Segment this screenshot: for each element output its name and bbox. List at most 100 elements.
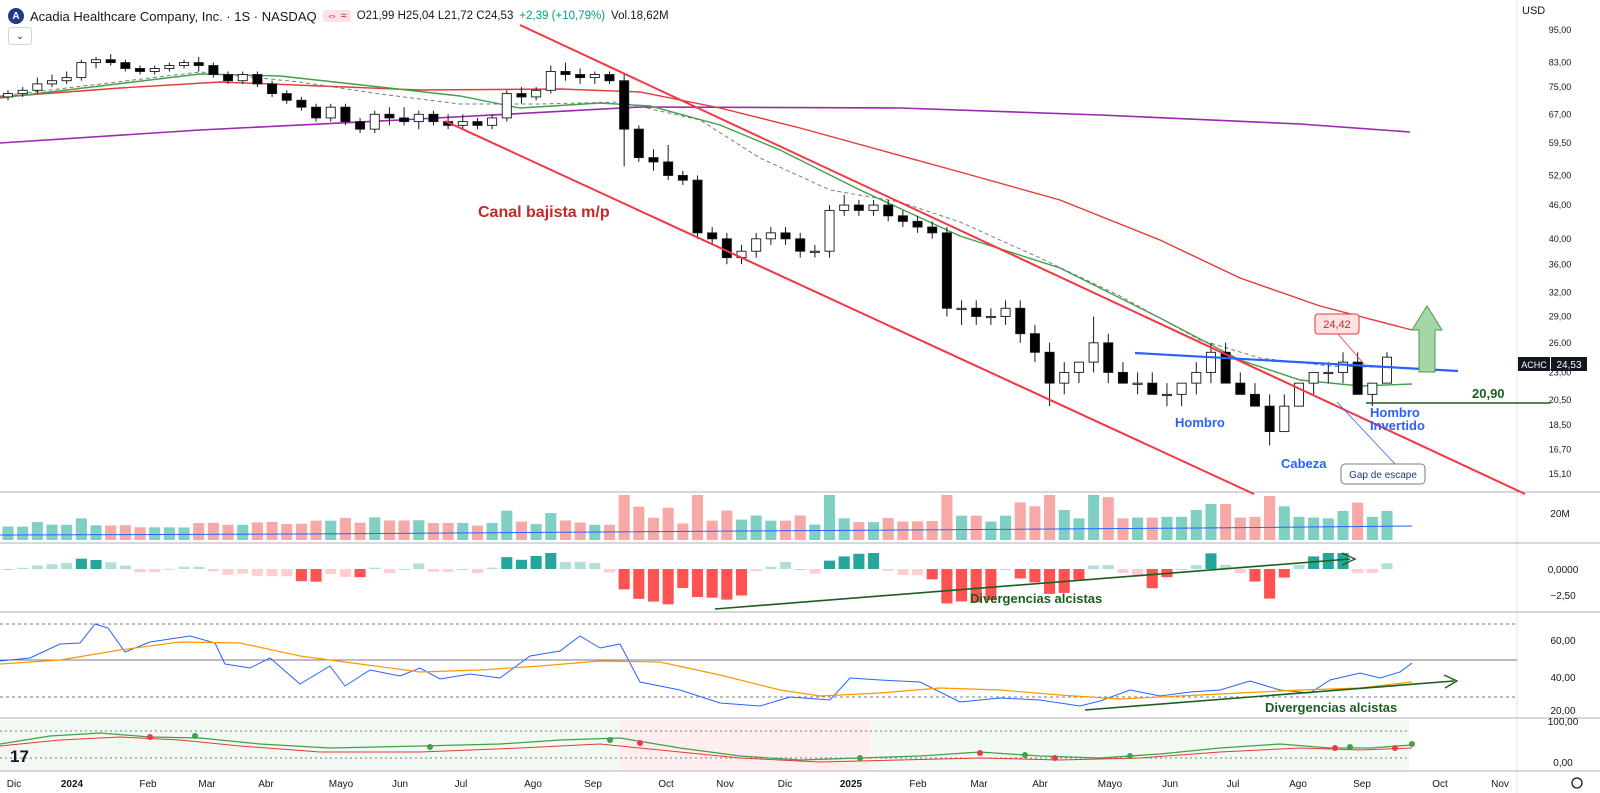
macd-bar <box>603 569 616 573</box>
candle <box>1161 393 1172 397</box>
macd-bar <box>501 557 513 569</box>
volume-bar <box>633 506 645 540</box>
macd-bar <box>1088 565 1100 569</box>
volume-bar <box>926 520 938 540</box>
candle <box>1176 382 1187 395</box>
macd-bar <box>941 569 953 604</box>
candle <box>17 89 28 95</box>
volume-bar <box>515 521 528 540</box>
candle <box>516 93 527 98</box>
macd-bar <box>823 560 836 569</box>
settings-icon[interactable] <box>1571 777 1583 789</box>
volume-bar <box>442 522 454 540</box>
gap-label: Gap de escape <box>1349 470 1417 481</box>
volume-bar <box>501 510 513 540</box>
osc-tick-0: 100,00 <box>1548 717 1579 728</box>
volume-bar <box>237 524 249 540</box>
candle <box>692 179 703 234</box>
macd-bar <box>691 569 704 598</box>
candle <box>369 113 380 130</box>
macd-bar <box>1234 569 1246 574</box>
price-change: +2,39 (+10,79%) <box>519 10 606 22</box>
time-label: Ago <box>1289 779 1307 790</box>
macd-bar <box>1278 569 1290 578</box>
candle <box>252 74 263 85</box>
time-label: Ago <box>524 779 542 790</box>
volume-tick: 20M <box>1550 509 1569 520</box>
symbol-title[interactable]: Acadia Healthcare Company, Inc. · 1S · N… <box>30 8 317 24</box>
macd-bar <box>471 569 483 574</box>
time-label: Oct <box>1432 779 1448 790</box>
candle <box>795 238 806 252</box>
channel-label: Canal bajista m/p <box>478 204 610 221</box>
volume-bar <box>912 521 924 540</box>
volume-bar <box>295 523 307 540</box>
candle <box>1235 382 1246 395</box>
macd-bar <box>398 569 410 570</box>
chevron-down-icon[interactable]: ⌄ <box>8 27 32 45</box>
macd-tick-1: −2,50 <box>1550 591 1576 602</box>
macd-bar <box>1264 569 1276 599</box>
volume-bar <box>222 524 234 540</box>
rsi-line <box>0 623 1413 707</box>
macd-bar <box>1014 569 1026 579</box>
macd-bar <box>1220 564 1232 569</box>
price-axis[interactable]: 95,00 83,00 75,00 67,00 59,50 52,00 46,00 40,00… <box>1549 25 1572 479</box>
volume-bar <box>750 515 762 540</box>
time-label: Oct <box>658 779 674 790</box>
macd-bar <box>956 569 968 602</box>
candle <box>721 238 732 259</box>
macd-bar <box>970 569 982 603</box>
macd-divergence-line <box>714 558 1351 610</box>
candle <box>1015 307 1026 335</box>
candle <box>985 316 996 319</box>
level-label: 20,90 <box>1472 386 1505 401</box>
macd-arrow-icon <box>1341 552 1357 566</box>
macd-bar <box>794 569 806 570</box>
macd-bar <box>1205 553 1217 569</box>
volume-bar <box>1366 516 1378 540</box>
macd-bar <box>1132 569 1144 577</box>
macd-bar <box>193 566 205 569</box>
price-tick-4: 59,50 <box>1549 138 1572 148</box>
candle <box>619 80 630 130</box>
volume-bar <box>193 523 205 540</box>
osc-fast-line <box>0 732 1413 761</box>
candle <box>501 93 512 119</box>
volume-bar <box>105 525 117 540</box>
candle <box>545 71 556 91</box>
candle <box>1337 361 1348 373</box>
volume-bar <box>1322 518 1334 540</box>
volume-bar <box>1293 516 1305 540</box>
volume-bar <box>149 527 161 540</box>
macd-bar <box>1352 569 1364 574</box>
volume-bar <box>735 519 748 540</box>
volume-bar <box>1088 495 1100 540</box>
time-label: Nov <box>1491 779 1509 790</box>
candle <box>1191 371 1202 384</box>
macd-bar <box>149 569 161 573</box>
time-axis[interactable]: Dic 2024 Feb Mar Abr Mayo Jun Jul Ago Sep Oct Nov Di… <box>7 779 1509 790</box>
time-label: 2024 <box>61 779 84 790</box>
time-label: Mayo <box>1098 779 1123 790</box>
currency-label[interactable]: USD <box>1522 5 1546 17</box>
macd-bar <box>662 569 674 605</box>
price-tick-7: 40,00 <box>1549 234 1572 244</box>
volume-bar <box>1190 509 1202 540</box>
candle <box>707 232 718 240</box>
candle <box>575 74 586 79</box>
candle <box>560 71 571 75</box>
volume-bar <box>1102 497 1114 540</box>
compare-badge[interactable]: ⇔ ≈ <box>322 10 351 22</box>
candle <box>487 117 498 126</box>
macd-bar <box>222 569 234 575</box>
candle <box>927 226 938 234</box>
macd-bar <box>486 567 498 569</box>
volume-bar <box>61 524 73 540</box>
macd-bar <box>1000 569 1012 570</box>
candle <box>1044 351 1055 384</box>
volume-bar <box>809 524 821 540</box>
price-tick-9: 32,00 <box>1549 288 1572 298</box>
candle <box>208 65 219 75</box>
